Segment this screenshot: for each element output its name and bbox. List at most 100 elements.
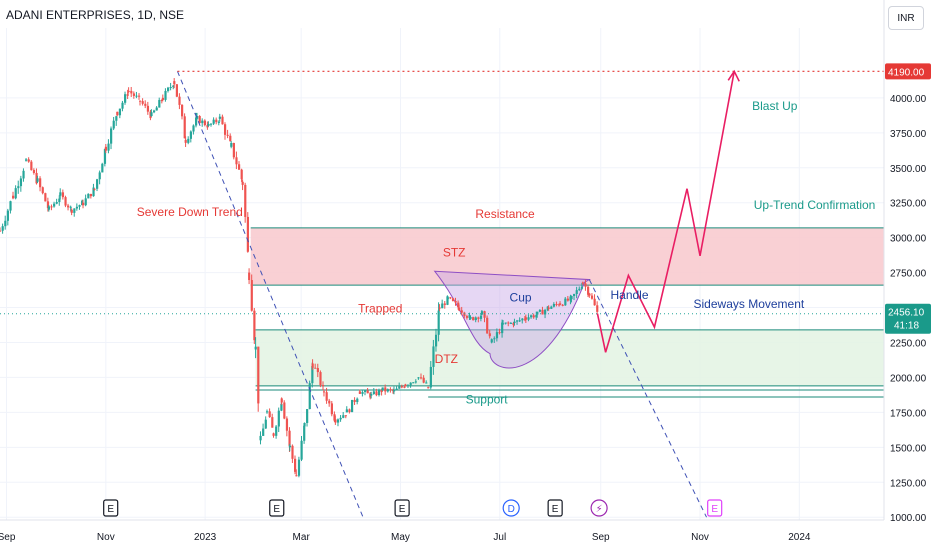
price-tick-label: 2250.00: [890, 338, 927, 349]
candle-body: [135, 95, 138, 97]
event-marker-earnings[interactable]: E: [269, 499, 285, 517]
resistance-zone: [250, 227, 884, 286]
candle-body: [458, 307, 461, 311]
event-marker-earnings[interactable]: E: [394, 499, 410, 517]
candle-body: [206, 125, 209, 128]
candle-body: [417, 377, 420, 379]
event-marker-label: D: [508, 504, 515, 515]
candle-body: [69, 206, 72, 208]
candle-body: [189, 131, 193, 139]
time-tick-label: Nov: [691, 532, 709, 543]
candle-body: [293, 458, 297, 472]
candle-body: [336, 419, 340, 423]
candle-body: [161, 97, 164, 100]
candle-body: [437, 310, 440, 335]
candle-body: [160, 100, 164, 102]
candle-body: [116, 111, 119, 116]
price-tick-label: 2750.00: [890, 269, 927, 280]
candle-body: [280, 403, 283, 411]
candle-body: [488, 333, 491, 337]
candle-body: [480, 311, 484, 315]
candle-body: [412, 382, 415, 384]
time-tick-label: 2024: [788, 532, 811, 543]
candle-body: [465, 316, 469, 318]
candle-body: [532, 315, 535, 318]
price-tick-label: 2000.00: [890, 373, 927, 384]
event-marker-box: [547, 499, 563, 517]
projection-path: [596, 71, 736, 353]
currency-button[interactable]: INR: [888, 6, 924, 30]
candle-body: [328, 400, 331, 404]
candle-body: [330, 403, 333, 415]
candle-body: [248, 272, 251, 281]
candle-body: [121, 102, 124, 109]
candle-body: [363, 390, 367, 392]
candle-body: [146, 105, 150, 112]
candle-body: [215, 119, 218, 123]
candle-body: [150, 112, 153, 117]
candle-body: [432, 346, 435, 367]
annotation-label: Support: [466, 392, 509, 406]
price-tick-label: 1750.00: [890, 408, 927, 419]
candle-body: [46, 201, 50, 209]
candle-body: [477, 317, 480, 319]
candle-body: [552, 304, 556, 307]
event-marker-label: E: [107, 504, 114, 515]
candle-body: [395, 388, 398, 390]
candle-body: [246, 216, 249, 252]
candle-body: [183, 116, 186, 139]
candle-body: [226, 134, 229, 136]
event-marker-label: E: [552, 504, 559, 515]
candle-body: [469, 317, 472, 319]
candle-body: [59, 192, 62, 196]
event-marker-box: [269, 499, 285, 517]
candle-body: [370, 393, 373, 396]
candle-body: [12, 195, 15, 199]
candle-body: [92, 187, 95, 197]
candle-body: [232, 143, 235, 158]
candle-body: [541, 309, 544, 315]
candle-body: [229, 135, 232, 142]
candle-body: [451, 298, 455, 302]
event-marker-dividend[interactable]: D: [502, 499, 520, 517]
candle-body: [257, 346, 260, 404]
candle-body: [344, 415, 347, 417]
candle-body: [272, 433, 275, 436]
candle-body: [44, 193, 47, 202]
event-marker-box: [394, 499, 410, 517]
event-marker-earnings-upcoming[interactable]: E: [707, 499, 723, 517]
candle-body: [524, 317, 528, 320]
candle-body: [1, 226, 4, 231]
event-marker-earnings[interactable]: E: [547, 499, 563, 517]
annotation-label: Trapped: [358, 301, 402, 315]
candle-body: [164, 90, 167, 100]
annotation-label: Up-Trend Confirmation: [754, 198, 876, 212]
annotation-label: Sideways Movement: [694, 297, 805, 311]
candle-body: [372, 391, 375, 394]
candle-body: [30, 161, 33, 170]
candle-body: [78, 205, 81, 207]
time-tick-label: Sep: [0, 532, 16, 543]
candle-body: [409, 382, 412, 386]
candle-body: [158, 100, 161, 108]
candle-body: [398, 386, 401, 389]
candle-body: [422, 377, 425, 383]
candle-body: [297, 459, 301, 476]
candle-body: [334, 419, 337, 423]
candle-body: [104, 146, 108, 151]
candle-body: [454, 301, 457, 303]
candle-body: [345, 409, 348, 413]
candle-body: [187, 138, 190, 143]
candle-body: [366, 390, 369, 394]
annotation-label: Severe Down Trend: [137, 205, 243, 219]
candle-body: [587, 286, 590, 295]
event-marker-earnings[interactable]: E: [103, 499, 119, 517]
price-tick-label: 1250.00: [890, 478, 927, 489]
price-tick-label: 4000.00: [890, 94, 927, 105]
candle-body: [73, 208, 76, 213]
candle-body: [155, 107, 158, 111]
annotation-label: Cup: [510, 290, 532, 304]
event-marker-split[interactable]: ⚡: [590, 499, 608, 517]
candle-body: [167, 87, 170, 91]
